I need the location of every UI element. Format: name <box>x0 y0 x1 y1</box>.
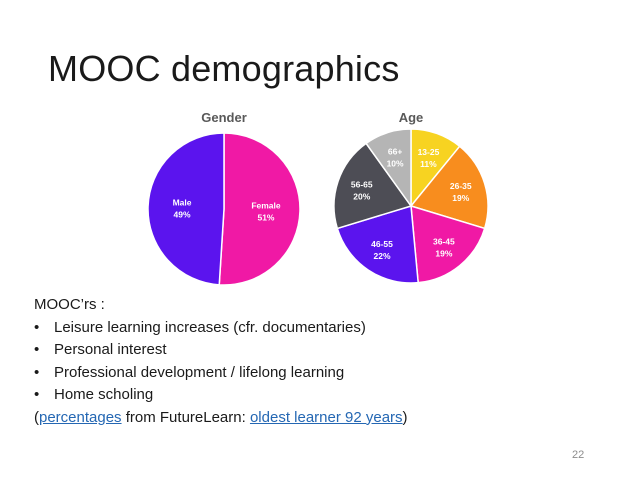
slice-label: Female <box>251 200 281 210</box>
pie-slice-46-55 <box>336 205 419 284</box>
pie-charts: Gender Age Female 51% Male 49% 13-25 11% 26-3… <box>147 110 489 286</box>
slice-label: 46-55 <box>371 239 393 249</box>
slice-value-label: 51% <box>257 212 274 222</box>
bullet-item: • Home scholing <box>34 384 408 407</box>
bullet-list: • Leisure learning increases (cfr. docume… <box>34 317 408 407</box>
pie-slice-26-35 <box>409 145 489 230</box>
slice-value-label: 10% <box>387 158 404 168</box>
slice-value-label: 19% <box>452 193 469 203</box>
gender-chart-title: Gender <box>201 110 247 125</box>
source-line: (percentages from FutureLearn: oldest le… <box>34 407 408 430</box>
slice-label: 56-65 <box>351 179 373 189</box>
pie-slice-male <box>147 132 225 286</box>
slice-value-label: 20% <box>353 191 370 201</box>
slice-value-label: 11% <box>420 159 437 169</box>
percentages-link[interactable]: percentages <box>39 408 122 426</box>
slice-label: 13-25 <box>418 147 440 157</box>
bullet-glyph: • <box>34 363 40 381</box>
slide-title: MOOC demographics <box>48 48 400 89</box>
bullet-glyph: • <box>34 386 40 403</box>
slice-value-label: 19% <box>435 248 452 258</box>
slice-label: 26-35 <box>450 181 472 191</box>
pie-slice-female <box>218 132 301 286</box>
bullet-text: Personal interest <box>54 341 167 358</box>
body-heading: MOOC’rs : <box>34 296 105 313</box>
bullet-item: • Personal interest <box>34 339 408 362</box>
bullet-item: • Leisure learning increases (cfr. docume… <box>34 317 408 340</box>
bullet-text: Leisure learning increases (cfr. documen… <box>54 318 366 336</box>
slice-value-label: 49% <box>174 210 191 220</box>
bullet-text: Professional development / lifelong lear… <box>54 363 345 381</box>
gender-pie: Female 51% Male 49% <box>147 132 301 286</box>
bullet-text: Home scholing <box>54 386 154 403</box>
slice-label: 36-45 <box>433 236 455 246</box>
slice-label: 66+ <box>388 146 402 156</box>
source-open-paren: ( <box>34 408 39 426</box>
age-chart-title: Age <box>399 110 424 125</box>
slide-body: MOOC’rs : • Leisure learning increases (c… <box>34 294 408 429</box>
pie-slice-56-65 <box>333 142 413 230</box>
pie-slice-66- <box>365 128 412 209</box>
age-pie: 13-25 11% 26-35 19% 36-45 19% 46-55 22% 56-65 20%… <box>333 128 489 284</box>
slice-label: Male <box>173 198 192 208</box>
bullet-item: • Professional development / lifelong lea… <box>34 362 408 385</box>
pie-slice-36-45 <box>410 204 486 284</box>
source-mid-text: from FutureLearn: <box>121 408 250 426</box>
source-close-paren: ) <box>402 408 408 426</box>
bullet-glyph: • <box>34 341 40 358</box>
bullet-glyph: • <box>34 318 40 336</box>
page-number: 22 <box>572 449 585 461</box>
slice-value-label: 22% <box>374 251 391 261</box>
oldest-learner-link[interactable]: oldest learner 92 years <box>249 408 403 426</box>
